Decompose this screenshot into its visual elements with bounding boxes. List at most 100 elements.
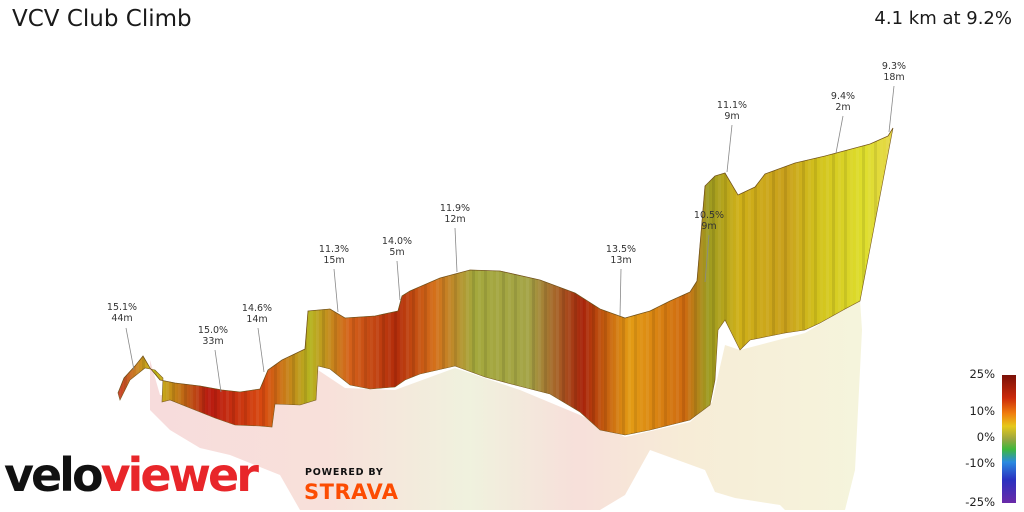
segment-annotation: 14.6%14m	[242, 303, 272, 373]
gradient-stripe	[622, 128, 625, 435]
segment-length-label: 18m	[883, 72, 904, 83]
segment-length-label: 12m	[444, 214, 465, 225]
annotation-leader-line	[454, 227, 458, 273]
segment-length-label: 33m	[202, 336, 223, 347]
gradient-stripe	[196, 128, 199, 435]
veloviewer-logo: veloviewer	[4, 448, 259, 502]
gradient-stripe	[766, 128, 769, 435]
gradient-stripe	[136, 128, 139, 435]
gradient-stripe	[808, 128, 811, 435]
color-scale-bar	[1002, 375, 1016, 503]
annotation-leader-line	[888, 85, 895, 133]
gradient-stripe	[454, 128, 457, 435]
color-scale-label: -10%	[965, 456, 995, 470]
gradient-stripe	[226, 128, 229, 435]
gradient-stripe	[646, 128, 649, 435]
strava-logo: STRAVA	[304, 480, 399, 504]
segment-annotation: 10.5%9m	[694, 210, 724, 283]
gradient-stripe	[556, 128, 559, 435]
gradient-stripe	[250, 128, 253, 435]
gradient-stripe	[562, 128, 565, 435]
segment-annotation: 11.9%12m	[440, 203, 470, 273]
segment-annotation: 11.1%9m	[717, 100, 747, 173]
gradient-stripe	[292, 128, 295, 435]
gradient-stripe	[742, 128, 745, 435]
gradient-stripe	[568, 128, 571, 435]
gradient-stripe	[892, 128, 893, 435]
gradient-stripe	[826, 128, 829, 435]
profile-top-edge	[117, 127, 894, 394]
gradient-stripe	[886, 128, 889, 435]
gradient-stripe	[460, 128, 463, 435]
segment-gradient-label: 11.3%	[319, 244, 349, 255]
gradient-stripe	[856, 128, 859, 435]
gradient-stripe	[490, 128, 493, 435]
segment-gradient-label: 10.5%	[694, 210, 724, 221]
gradient-stripe	[658, 128, 661, 435]
segment-annotations: 15.1%44m15.0%33m14.6%14m11.3%15m14.0%5m1…	[107, 61, 906, 393]
gradient-stripe	[130, 128, 133, 435]
gradient-stripe	[664, 128, 667, 435]
gradient-stripe	[880, 128, 883, 435]
gradient-stripe	[784, 128, 787, 435]
segment-annotation: 9.4%2m	[831, 91, 855, 154]
annotation-leader-line	[214, 349, 222, 393]
segment-gradient-label: 11.9%	[440, 203, 470, 214]
gradient-stripe	[172, 128, 175, 435]
segment-gradient-label: 15.0%	[198, 325, 228, 336]
gradient-stripe	[520, 128, 523, 435]
segment-length-label: 44m	[111, 313, 132, 324]
gradient-stripe	[184, 128, 187, 435]
gradient-stripe	[232, 128, 235, 435]
gradient-stripe	[508, 128, 511, 435]
segment-length-label: 9m	[701, 221, 716, 232]
gradient-stripe	[190, 128, 193, 435]
gradient-stripe	[502, 128, 505, 435]
gradient-stripe	[730, 128, 733, 435]
annotation-leader-line	[619, 268, 622, 317]
gradient-stripe	[304, 128, 307, 435]
gradient-stripe	[262, 128, 265, 435]
segment-length-label: 5m	[389, 247, 404, 258]
gradient-stripe	[814, 128, 817, 435]
gradient-stripe	[844, 128, 847, 435]
gradient-stripe	[874, 128, 877, 435]
gradient-stripe	[670, 128, 673, 435]
annotation-leader-line	[125, 327, 135, 371]
gradient-stripe	[526, 128, 529, 435]
gradient-stripe	[442, 128, 445, 435]
gradient-stripe	[202, 128, 205, 435]
gradient-stripe	[586, 128, 589, 435]
segment-gradient-label: 11.1%	[717, 100, 747, 111]
gradient-stripe	[610, 128, 613, 435]
gradient-stripe	[820, 128, 823, 435]
gradient-stripe	[124, 128, 127, 435]
gradient-stripe	[220, 128, 223, 435]
gradient-stripe	[688, 128, 691, 435]
gradient-stripe	[448, 128, 451, 435]
gradient-stripe	[724, 128, 727, 435]
annotation-leader-line	[704, 234, 710, 283]
gradient-stripe	[256, 128, 259, 435]
gradient-stripe	[802, 128, 805, 435]
gradient-stripe	[832, 128, 835, 435]
gradient-stripe	[706, 128, 709, 435]
gradient-stripe	[838, 128, 841, 435]
gradient-stripe	[178, 128, 181, 435]
gradient-stripe	[736, 128, 739, 435]
annotation-leader-line	[333, 268, 339, 313]
powered-by-label: POWERED BY	[305, 467, 384, 478]
gradient-stripe	[598, 128, 601, 435]
gradient-stripe	[244, 128, 247, 435]
gradient-stripe	[514, 128, 517, 435]
gradient-stripe	[214, 128, 217, 435]
segment-annotation: 13.5%13m	[606, 244, 636, 317]
segment-length-label: 9m	[724, 111, 739, 122]
gradient-stripe	[754, 128, 757, 435]
annotation-leader-line	[257, 327, 265, 373]
gradient-stripe	[862, 128, 865, 435]
gradient-stripe	[496, 128, 499, 435]
gradient-stripe	[676, 128, 679, 435]
gradient-stripe	[640, 128, 643, 435]
color-scale-label: 25%	[969, 367, 995, 381]
